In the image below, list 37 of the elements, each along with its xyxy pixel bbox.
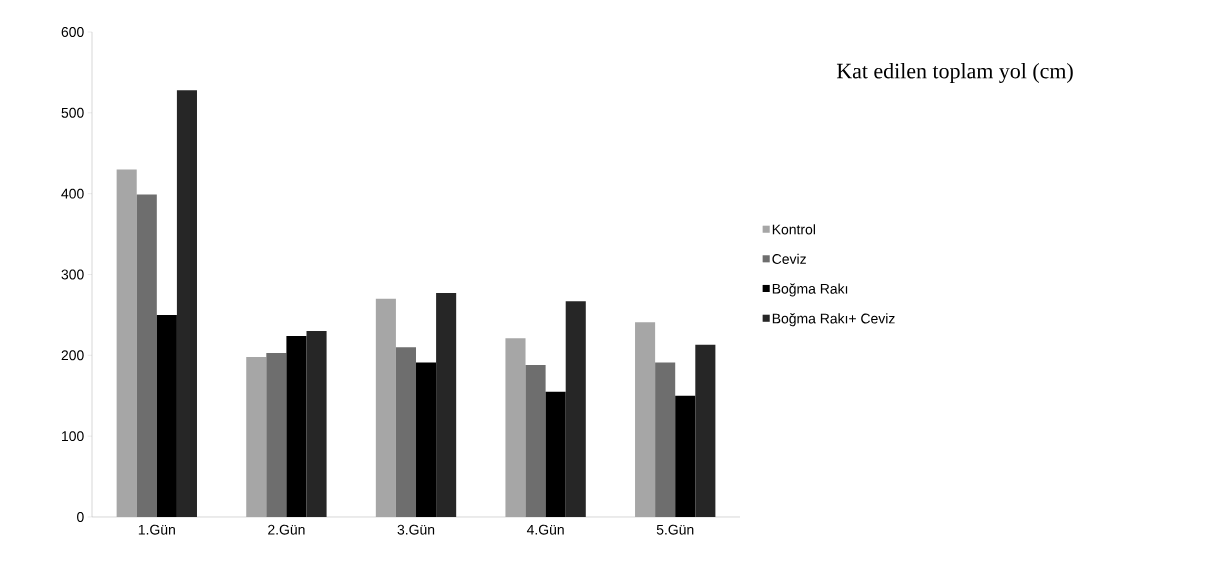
legend-label: Kontrol [772, 224, 815, 235]
x-tick-label: 4.Gün [526, 524, 564, 535]
bar [246, 356, 267, 517]
y-tick-label: 400 [61, 188, 84, 199]
bar [116, 169, 137, 517]
legend-label: Boğma Rakı [772, 283, 848, 297]
x-tick-label: 3.Gün [397, 524, 435, 535]
y-tick-label: 100 [62, 431, 84, 442]
bar [505, 338, 526, 517]
bar [176, 90, 197, 517]
y-tick-label: 0 [77, 512, 84, 522]
bar [306, 331, 327, 517]
bar [655, 362, 676, 517]
bar [156, 314, 177, 517]
bar [695, 344, 716, 517]
bar [266, 352, 287, 517]
legend-label: Boğma Rakı+ Ceviz [772, 313, 895, 327]
bar [395, 347, 417, 517]
y-tick-label: 200 [61, 350, 84, 361]
bar [375, 298, 396, 517]
bar [675, 395, 696, 517]
bar [136, 194, 157, 517]
legend-label: Ceviz [772, 253, 806, 264]
x-tick-label: 5.Gün [656, 524, 694, 535]
y-tick-label: 500 [61, 107, 84, 118]
bar [565, 301, 586, 517]
x-tick-label: 1.Gün [138, 524, 175, 535]
bar [286, 335, 307, 517]
x-tick-label: 2.Gün [268, 524, 305, 535]
text: Kat edilen toplam yol (cm) [836, 63, 1073, 83]
bar [545, 391, 566, 517]
bar [436, 293, 457, 517]
y-tick-label: 300 [61, 269, 84, 280]
bar [525, 365, 546, 517]
bar [416, 362, 437, 517]
y-tick-label: 600 [61, 27, 84, 37]
bar [635, 322, 656, 517]
